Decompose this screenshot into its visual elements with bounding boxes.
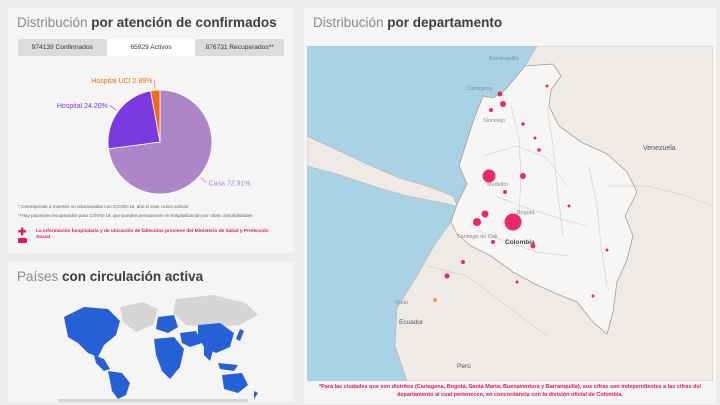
bubble-meta[interactable] xyxy=(530,243,536,249)
distribution-title: Distribución por atención de confirmados xyxy=(17,15,277,30)
bubble-bogota[interactable] xyxy=(504,213,522,231)
antarctica-shape xyxy=(58,399,248,402)
case-tabs: 974139 Confirmados 65929 Activos 876731 … xyxy=(18,39,284,56)
tab-activos[interactable]: 65929 Activos xyxy=(106,39,196,56)
bubble-sincelejo[interactable] xyxy=(489,108,493,112)
footnote-1: * Corresponde a muertes no relacionadas … xyxy=(18,204,189,209)
asia-shape[interactable] xyxy=(198,323,234,353)
bubble-norte-santander[interactable] xyxy=(537,148,541,152)
central-america-shape[interactable] xyxy=(94,355,110,371)
bubble-tolima[interactable] xyxy=(491,240,495,244)
label-colombia: Colombia xyxy=(505,239,535,246)
europe-shape[interactable] xyxy=(156,315,178,333)
quito-marker xyxy=(433,298,437,302)
bubble-narino[interactable] xyxy=(444,273,450,279)
label-venezuela: Venezuela xyxy=(643,145,676,152)
bubble-caldas[interactable] xyxy=(503,190,507,194)
pie-leader-line xyxy=(200,177,207,184)
bed-icon xyxy=(18,238,27,243)
label-barranquilla: Barranquilla xyxy=(489,56,519,62)
bubble-vichada[interactable] xyxy=(605,248,609,252)
bubble-barranquilla[interactable] xyxy=(500,101,506,107)
north-america-shape[interactable] xyxy=(64,307,120,357)
medical-cross-icon: ✚ xyxy=(18,227,27,238)
pie-slice-hospital-uci[interactable] xyxy=(150,89,161,143)
paises-panel: Países con circulación activa xyxy=(8,262,294,402)
new-zealand-shape[interactable] xyxy=(254,391,258,399)
footnote-2: **Hay pacientes recuperados para COVID-1… xyxy=(18,213,253,218)
department-title: Distribución por departamento xyxy=(313,15,503,30)
world-map[interactable] xyxy=(8,287,294,402)
bubble-risaralda[interactable] xyxy=(481,210,489,218)
bubble-cauca[interactable] xyxy=(461,260,465,264)
tab-confirmados[interactable]: 974139 Confirmados xyxy=(31,44,93,51)
tab-recuperados[interactable]: 876731 Recuperados** xyxy=(205,44,274,51)
russia-shape xyxy=(173,295,258,327)
label-bogota: Bogotá xyxy=(517,210,535,216)
bubble-valle[interactable] xyxy=(473,218,481,226)
bubble-arauca[interactable] xyxy=(533,136,537,140)
bubble-cesar[interactable] xyxy=(521,122,525,126)
map-labels: Barranquilla Cartagena Sincelejo Venezue… xyxy=(395,56,676,370)
greenland-shape xyxy=(120,302,158,332)
label-sincelejo: Sincelejo xyxy=(483,118,505,124)
district-footnote: *Para las ciudades que son distritos (Ca… xyxy=(318,384,702,398)
paises-title: Países con circulación activa xyxy=(17,269,204,284)
bubble-casanare[interactable] xyxy=(567,204,571,208)
bubble-caqueta[interactable] xyxy=(515,280,519,284)
south-america-shape[interactable] xyxy=(108,371,130,399)
africa-shape[interactable] xyxy=(154,337,184,379)
label-medellin: Medellín xyxy=(487,182,508,188)
india-shape[interactable] xyxy=(204,345,214,361)
case-bubbles xyxy=(444,84,609,298)
pie-leader-line xyxy=(109,105,117,111)
bubble-antioquia[interactable] xyxy=(482,169,496,183)
bubble-cartagena[interactable] xyxy=(497,91,503,97)
pie-label-casa: Casa 72.91% xyxy=(209,180,251,187)
colombia-map[interactable]: Barranquilla Cartagena Sincelejo Venezue… xyxy=(307,46,713,381)
label-santiago-de-cali: Santiago de Cali xyxy=(457,234,497,240)
distribution-panel: Distribución por atención de confirmados… xyxy=(8,8,294,253)
pie-chart: Casa 72.91% Hospital 24.20% Hospital UCI 2… xyxy=(57,78,251,195)
label-quito: Quito xyxy=(395,300,408,306)
hospital-info-text: La información hospitalaria y de ubicaci… xyxy=(36,229,269,240)
label-cartagena: Cartagena xyxy=(467,86,494,92)
pie-label-hospital: Hospital 24.20% xyxy=(57,103,108,110)
pie-slice-hospital[interactable] xyxy=(107,90,161,150)
japan-shape[interactable] xyxy=(236,329,244,341)
australia-shape[interactable] xyxy=(222,373,248,393)
department-borders xyxy=(426,105,713,337)
pie-leader-line xyxy=(154,80,156,89)
colombia-land xyxy=(450,63,638,335)
bubble-guainia[interactable] xyxy=(591,294,595,298)
indonesia-shape[interactable] xyxy=(218,363,238,371)
bubble-santander[interactable] xyxy=(520,173,526,179)
middle-east-shape[interactable] xyxy=(180,331,202,347)
label-ecuador: Ecuador xyxy=(399,319,424,326)
bubble-guajira[interactable] xyxy=(545,84,549,88)
pie-label-hospital-uci: Hospital UCI 2.89% xyxy=(91,78,152,85)
label-peru: Perú xyxy=(457,363,471,370)
department-panel: Distribución por departamento Barranquil… xyxy=(304,8,716,404)
